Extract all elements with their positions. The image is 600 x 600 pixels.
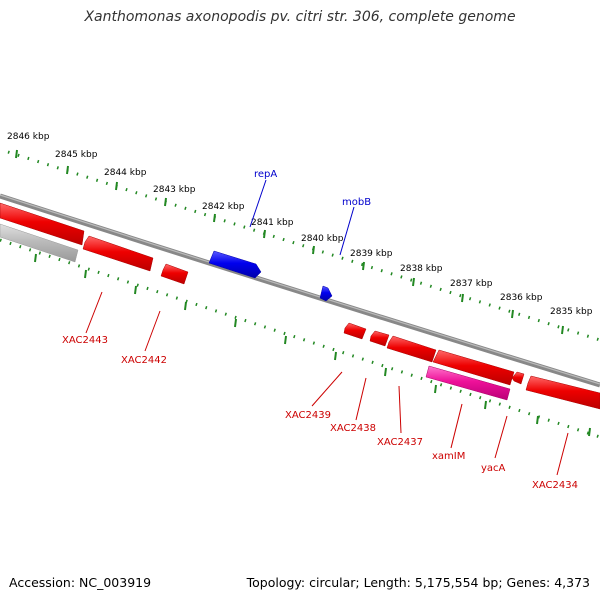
kbp-label: 2835 kbp xyxy=(550,307,593,317)
kbp-label: 2842 kbp xyxy=(202,202,245,212)
gene-xac2441[interactable] xyxy=(160,263,189,285)
kbp-label: 2837 kbp xyxy=(450,279,493,289)
genome-backbone-highlight xyxy=(0,194,600,385)
gene-yaca[interactable] xyxy=(511,371,525,385)
label-connectors xyxy=(85,179,569,476)
outer-ruler xyxy=(7,150,600,342)
gene-xac2442[interactable] xyxy=(82,235,154,272)
genome-summary-text: Topology: circular; Length: 5,175,554 bp… xyxy=(246,575,590,590)
outer-major-ticks xyxy=(15,149,564,335)
gene-xac2436[interactable] xyxy=(432,349,515,386)
gene-feature-grey[interactable] xyxy=(0,223,79,263)
gene-repa[interactable] xyxy=(208,250,262,279)
kbp-label: 2836 kbp xyxy=(500,293,543,303)
label-xac2442[interactable]: XAC2442 xyxy=(121,355,167,366)
label-xac2443[interactable]: XAC2443 xyxy=(62,335,108,346)
kbp-label: 2841 kbp xyxy=(251,218,294,228)
genome-backbone xyxy=(0,193,600,388)
kbp-label: 2840 kbp xyxy=(301,234,344,244)
label-xac2434[interactable]: XAC2434 xyxy=(532,480,578,491)
accession-text: Accession: NC_003919 xyxy=(9,575,152,590)
gene-xac2437[interactable] xyxy=(386,335,437,363)
gene-xac2439[interactable] xyxy=(343,322,367,340)
label-xac2438[interactable]: XAC2438 xyxy=(330,423,376,434)
inner-ruler xyxy=(0,238,600,439)
gene-xac2434[interactable] xyxy=(525,375,600,410)
kbp-label: 2838 kbp xyxy=(400,264,443,274)
map-title: Xanthomonas axonopodis pv. citri str. 30… xyxy=(84,9,516,25)
gene-xamim[interactable] xyxy=(425,365,511,401)
label-yaca[interactable]: yacA xyxy=(481,463,506,474)
kbp-label: 2839 kbp xyxy=(350,249,393,259)
gene-xac2438[interactable] xyxy=(369,330,390,347)
kbp-label: 2845 kbp xyxy=(55,150,98,160)
gene-labels: repA mobB XAC2443 XAC2442 XAC2439 XAC243… xyxy=(62,169,578,491)
kbp-label: 2844 kbp xyxy=(104,168,147,178)
kbp-label: 2843 kbp xyxy=(153,185,196,195)
gene-xac2443[interactable] xyxy=(0,202,85,246)
kbp-labels: 2846 kbp 2845 kbp 2844 kbp 2843 kbp 2842… xyxy=(7,132,593,317)
label-xac2437[interactable]: XAC2437 xyxy=(377,437,423,448)
gene-mobb[interactable] xyxy=(319,285,333,302)
inner-major-ticks xyxy=(34,253,591,437)
kbp-label: 2846 kbp xyxy=(7,132,50,142)
label-repa[interactable]: repA xyxy=(254,169,277,180)
label-xamim[interactable]: xamIM xyxy=(432,451,465,462)
label-xac2439[interactable]: XAC2439 xyxy=(285,410,331,421)
label-mobb[interactable]: mobB xyxy=(342,197,371,208)
